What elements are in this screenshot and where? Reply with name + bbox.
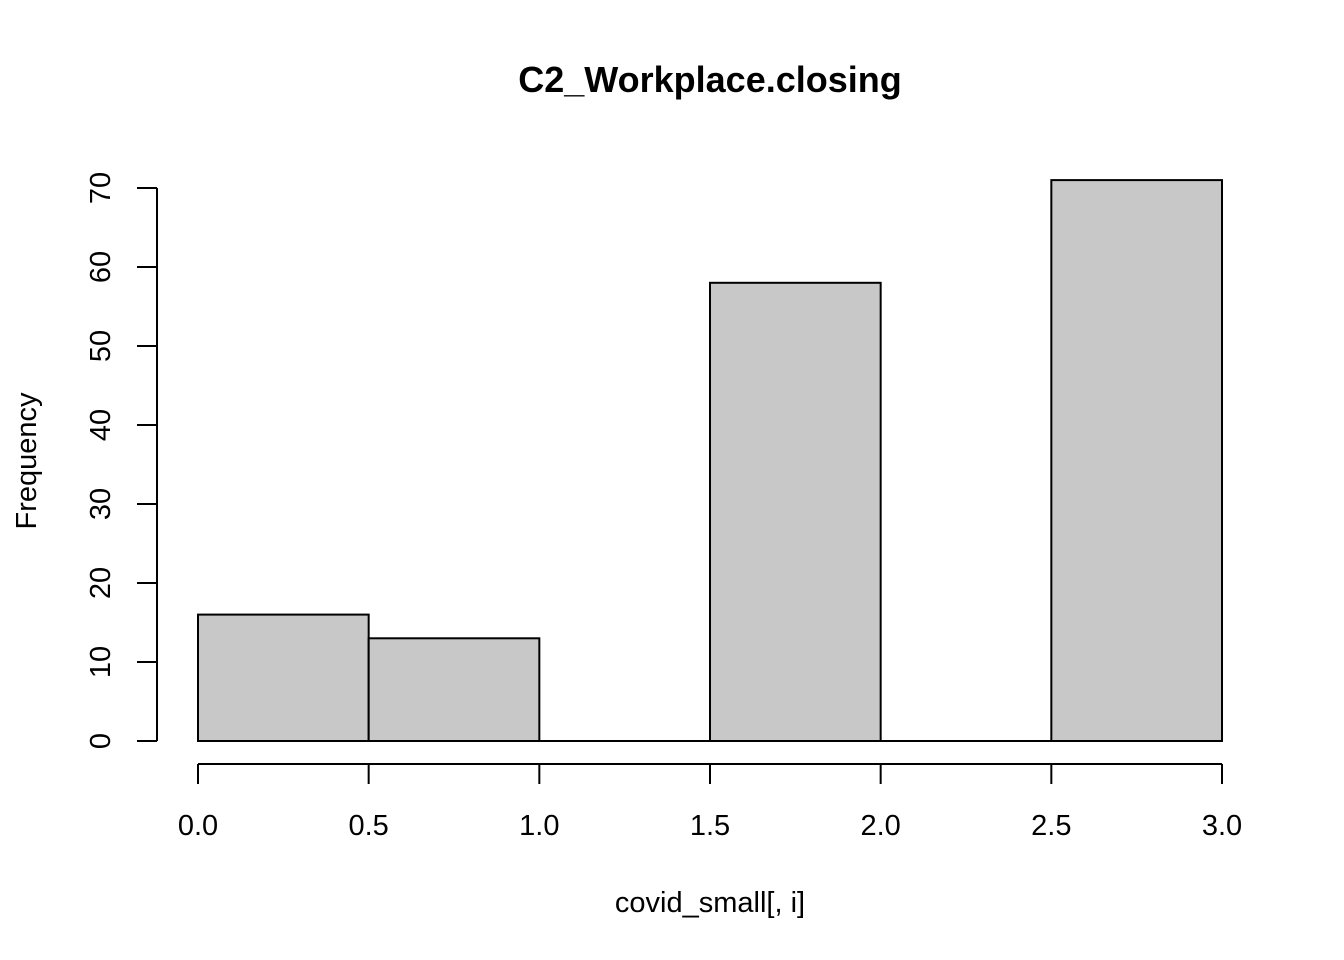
y-tick-label-0: 0 [85,733,117,749]
x-tick-label-6: 3.0 [1202,810,1242,842]
y-tick-label-1: 10 [85,646,117,678]
histogram-bar-3 [709,281,882,742]
y-tick-label-2: 20 [85,567,117,599]
histogram-bar-0 [197,613,370,742]
x-tick-label-5: 2.5 [1031,810,1071,842]
y-axis-label: Frequency [11,392,43,530]
bars-group [197,179,1224,743]
chart-title: C2_Workplace.closing [518,59,901,100]
histogram-bar-5 [1050,179,1224,743]
y-tick-label-7: 70 [85,172,117,204]
x-tick-label-2: 1.0 [519,810,559,842]
y-axis: 0 10 20 30 40 50 60 70 [85,172,158,749]
x-tick-label-4: 2.0 [861,810,901,842]
y-tick-label-5: 50 [85,330,117,362]
y-tick-label-4: 40 [85,409,117,441]
y-tick-label-3: 30 [85,488,117,520]
x-tick-label-1: 0.5 [349,810,389,842]
y-tick-label-6: 60 [85,251,117,283]
x-axis-label: covid_small[, i] [615,887,805,919]
x-tick-label-0: 0.0 [178,810,218,842]
x-axis: 0.0 0.5 1.0 1.5 2.0 2.5 3.0 [178,763,1242,842]
x-tick-label-3: 1.5 [690,810,730,842]
histogram-bar-1 [367,637,541,742]
